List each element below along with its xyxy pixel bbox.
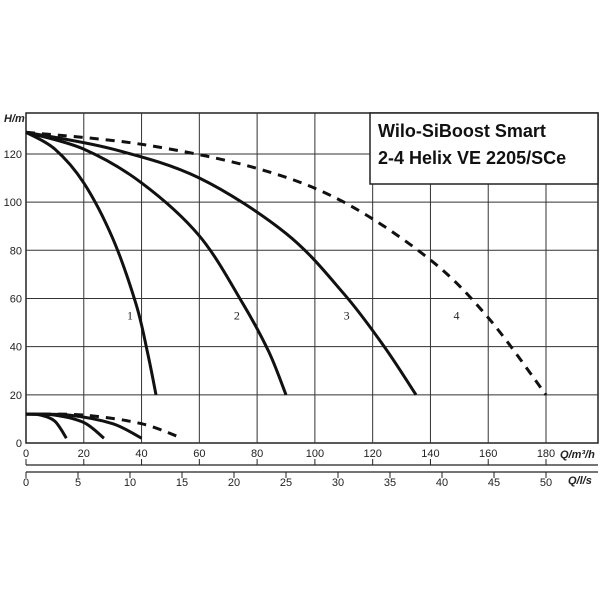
x-tick-label-ls: 50 [540,477,552,489]
x-axis-ls-ticks: 0 5 10 15 20 25 30 35 40 45 50 [23,472,552,489]
x-axis-m3h-label: Q/m³/h [560,449,595,461]
curve-label-2: 2 [234,308,240,322]
curve-2 [25,130,288,396]
x-tick-label-ls: 5 [75,477,81,489]
x-tick-label-m3h: 180 [537,448,555,460]
curves [25,130,548,440]
x-tick-label-m3h: 20 [78,448,90,460]
y-tick-label: 0 [16,438,22,450]
title-line-2: 2-4 Helix VE 2205/SCe [378,148,566,168]
y-tick-label: 100 [4,197,22,209]
x-tick-label-ls: 35 [384,477,396,489]
x-tick-label-m3h: 160 [479,448,497,460]
x-tick-label-m3h: 40 [135,448,147,460]
x-tick-label-m3h: 0 [23,448,29,460]
x-tick-label-ls: 15 [176,477,188,489]
curve-label-1: 1 [127,308,133,322]
curve-labels: 1 2 3 4 [127,308,459,322]
y-tick-label: 20 [10,390,22,402]
x-tick-label-ls: 40 [436,477,448,489]
x-tick-label-ls: 20 [228,477,240,489]
y-axis-ticks: 0 20 40 60 80 100 120 [4,149,22,450]
x-tick-label-ls: 10 [124,477,136,489]
y-tick-label: 80 [10,245,22,257]
curve-3 [25,130,418,396]
x-tick-label-ls: 25 [280,477,292,489]
title-line-1: Wilo-SiBoost Smart [378,121,546,141]
x-axis-ls-label: Q/l/s [568,475,592,487]
x-tick-label-ls: 0 [23,477,29,489]
x-tick-label-m3h: 140 [421,448,439,460]
curve-label-4: 4 [453,308,459,322]
x-tick-label-m3h: 60 [193,448,205,460]
y-tick-label: 40 [10,342,22,354]
y-axis-label: H/m [4,113,25,125]
x-tick-label-m3h: 80 [251,448,263,460]
y-tick-label: 60 [10,293,22,305]
title-box: Wilo-SiBoost Smart 2-4 Helix VE 2205/SCe [369,112,599,185]
curve-4-dashed [25,412,183,440]
y-tick-label: 120 [4,149,22,161]
x-tick-label-ls: 30 [332,477,344,489]
curve-label-3: 3 [344,308,350,322]
x-tick-label-m3h: 100 [306,448,324,460]
x-tick-label-ls: 45 [488,477,500,489]
curve-1 [25,130,158,396]
curve-4-dashed [25,130,548,396]
x-tick-label-m3h: 120 [363,448,381,460]
x-axis-m3h-ticks: 0 20 40 60 80 100 120 140 160 180 [23,448,555,465]
